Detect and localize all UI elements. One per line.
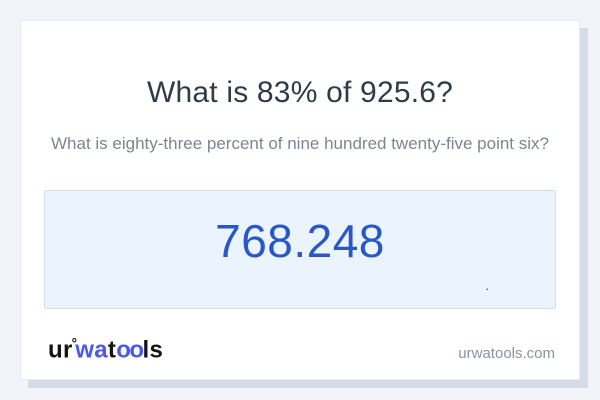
question-title: What is 83% of 925.6? xyxy=(146,76,454,109)
card-footer: ur°watools urwatools.com xyxy=(21,335,579,364)
answer-value: 768.248 xyxy=(215,215,385,268)
logo-text-wa: wa xyxy=(75,336,108,364)
question-subtitle-words: What is eighty-three percent of nine hun… xyxy=(51,133,549,153)
logo-text-ls: ls xyxy=(142,336,164,364)
stray-period-dot: . xyxy=(485,277,489,293)
calculator-result-card: What is 83% of 925.6? What is eighty-thr… xyxy=(20,20,580,380)
logo-glasses-oo-icon: oo xyxy=(116,336,144,364)
logo-ring-icon: ° xyxy=(71,335,78,351)
footer-domain: urwatools.com xyxy=(458,344,555,362)
answer-box: 768.248 . xyxy=(44,189,556,309)
logo-text-ur: ur xyxy=(48,336,73,364)
urwatools-logo[interactable]: ur°watools xyxy=(48,335,164,364)
logo-text-t: t xyxy=(107,336,117,364)
